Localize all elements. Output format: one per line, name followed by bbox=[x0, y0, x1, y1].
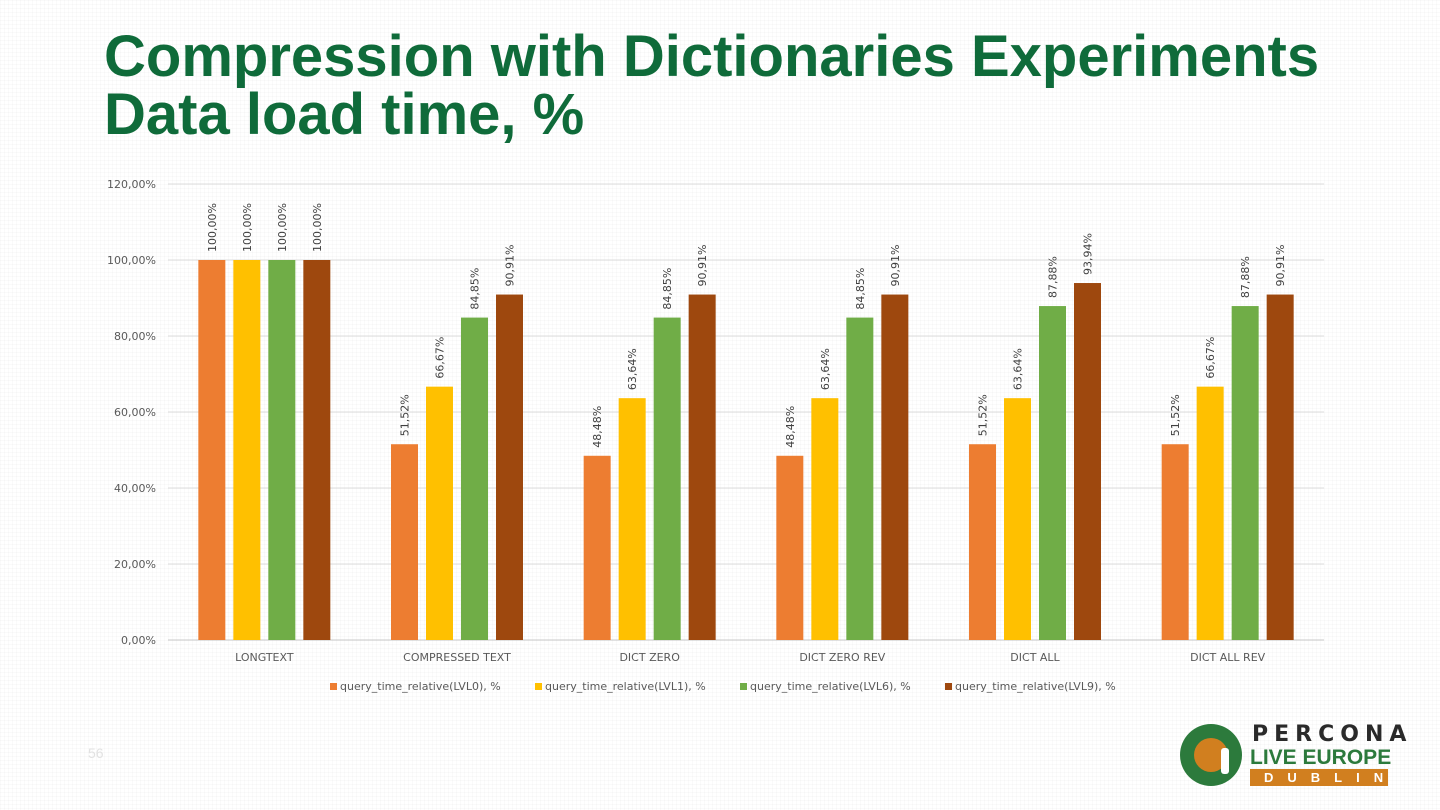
bar bbox=[969, 444, 996, 640]
x-tick-label: DICT ZERO REV bbox=[799, 651, 885, 664]
legend-label: query_time_relative(LVL1), % bbox=[545, 680, 706, 693]
bar bbox=[583, 455, 611, 640]
legend-swatch bbox=[945, 683, 952, 690]
data-label: 90,91% bbox=[504, 245, 517, 287]
logo-text-dublin: DUBLIN bbox=[1250, 769, 1388, 786]
bar bbox=[1266, 294, 1294, 640]
data-label: 100,00% bbox=[206, 203, 219, 252]
bar bbox=[881, 294, 909, 640]
bar bbox=[688, 294, 716, 640]
legend-label: query_time_relative(LVL0), % bbox=[340, 680, 501, 693]
title-line-1: Compression with Dictionaries Experiment… bbox=[104, 24, 1320, 89]
slide-title: Compression with Dictionaries Experiment… bbox=[104, 28, 1319, 144]
data-label: 90,91% bbox=[889, 245, 902, 287]
bar bbox=[268, 260, 296, 640]
data-label: 84,85% bbox=[469, 268, 482, 310]
y-tick-label: 60,00% bbox=[114, 406, 156, 419]
data-label: 87,88% bbox=[1239, 256, 1252, 298]
data-label: 100,00% bbox=[311, 203, 324, 252]
percona-live-europe-logo: PERCONA LIVE EUROPE DUBLIN bbox=[1176, 720, 1406, 790]
y-tick-label: 80,00% bbox=[114, 330, 156, 343]
bar bbox=[198, 260, 226, 640]
bar bbox=[496, 294, 523, 640]
x-tick-label: DICT ALL REV bbox=[1190, 651, 1265, 664]
data-label: 63,64% bbox=[1012, 348, 1025, 390]
bar bbox=[461, 317, 488, 640]
bar bbox=[1004, 398, 1031, 640]
data-label: 84,85% bbox=[661, 268, 674, 310]
y-tick-label: 20,00% bbox=[114, 558, 156, 571]
bar bbox=[1196, 386, 1224, 640]
bar bbox=[233, 260, 261, 640]
data-label: 90,91% bbox=[1274, 245, 1287, 287]
bar bbox=[1074, 283, 1101, 640]
bar bbox=[776, 455, 804, 640]
data-label: 51,52% bbox=[399, 394, 412, 436]
x-tick-label: LONGTEXT bbox=[235, 651, 294, 664]
data-label: 48,48% bbox=[591, 406, 604, 448]
data-label: 63,64% bbox=[626, 348, 639, 390]
x-tick-label: COMPRESSED TEXT bbox=[403, 651, 511, 664]
data-label: 87,88% bbox=[1047, 256, 1060, 298]
bar bbox=[1161, 444, 1189, 640]
data-label: 51,52% bbox=[977, 394, 990, 436]
legend-swatch bbox=[740, 683, 747, 690]
legend-swatch bbox=[330, 683, 337, 690]
data-label: 84,85% bbox=[854, 268, 867, 310]
data-label: 48,48% bbox=[784, 406, 797, 448]
y-tick-label: 0,00% bbox=[121, 634, 156, 647]
bar bbox=[811, 398, 839, 640]
bar bbox=[846, 317, 874, 640]
bar bbox=[303, 260, 331, 640]
x-tick-label: DICT ZERO bbox=[619, 651, 680, 664]
y-tick-label: 40,00% bbox=[114, 482, 156, 495]
page-number: 56 bbox=[88, 745, 104, 761]
bar bbox=[391, 444, 418, 640]
data-label: 51,52% bbox=[1169, 394, 1182, 436]
bar bbox=[618, 398, 646, 640]
x-tick-label: DICT ALL bbox=[1010, 651, 1060, 664]
y-tick-label: 100,00% bbox=[107, 254, 156, 267]
bar bbox=[426, 386, 453, 640]
data-label: 66,67% bbox=[1204, 337, 1217, 379]
data-label: 100,00% bbox=[241, 203, 254, 252]
y-tick-label: 120,00% bbox=[107, 178, 156, 191]
power-logo-icon bbox=[1180, 724, 1242, 786]
title-line-2: Data load time, % bbox=[104, 82, 585, 147]
logo-text-percona: PERCONA bbox=[1252, 722, 1413, 747]
logo-text-live-europe: LIVE EUROPE bbox=[1250, 746, 1392, 769]
bar bbox=[1231, 306, 1259, 640]
bar bbox=[653, 317, 681, 640]
data-label: 63,64% bbox=[819, 348, 832, 390]
data-label: 66,67% bbox=[434, 337, 447, 379]
data-label: 100,00% bbox=[276, 203, 289, 252]
legend-swatch bbox=[535, 683, 542, 690]
legend-label: query_time_relative(LVL6), % bbox=[750, 680, 911, 693]
data-label: 90,91% bbox=[696, 245, 709, 287]
legend-label: query_time_relative(LVL9), % bbox=[955, 680, 1116, 693]
bar bbox=[1039, 306, 1066, 640]
data-label: 93,94% bbox=[1082, 233, 1095, 275]
